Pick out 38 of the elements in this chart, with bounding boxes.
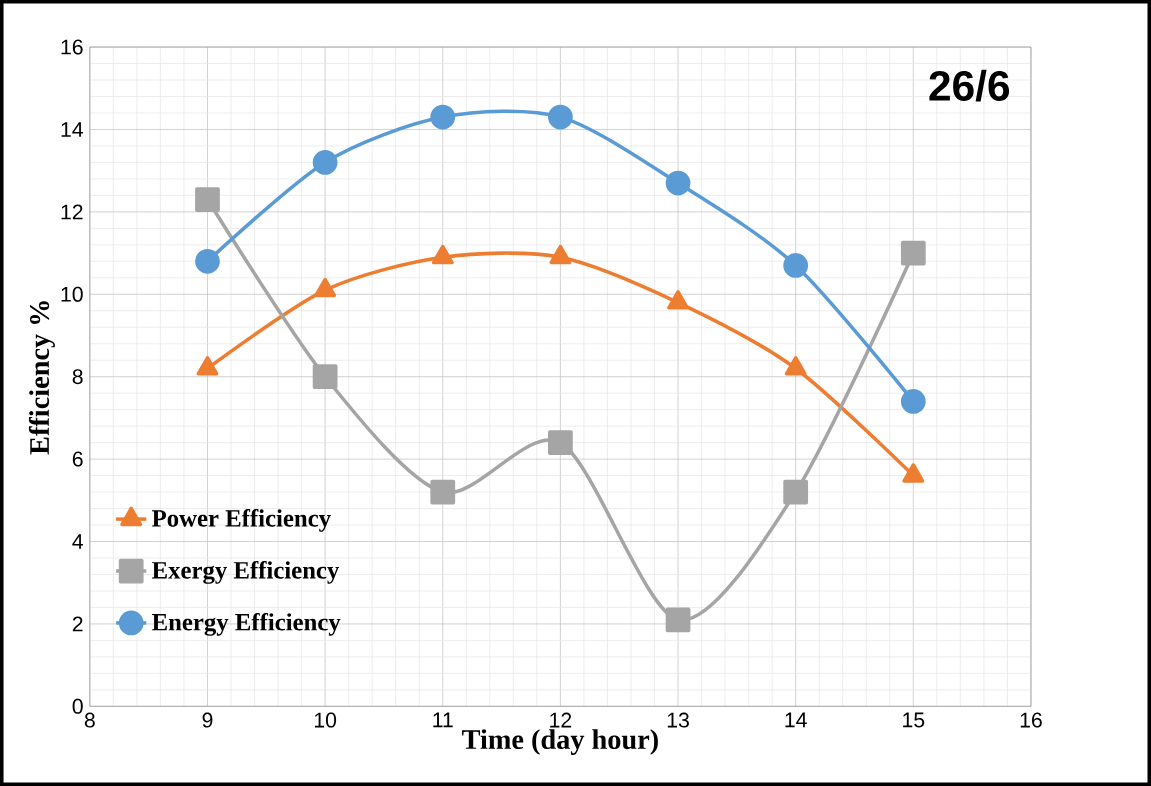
- annotation: 26/6: [929, 69, 1010, 102]
- point: [312, 364, 338, 390]
- y-tick-label: 2: [72, 616, 83, 632]
- point: [900, 240, 926, 266]
- y-tick-label: 14: [61, 122, 83, 137]
- point: [548, 104, 573, 130]
- x-tick-label: 11: [433, 712, 453, 728]
- point: [783, 253, 809, 278]
- x-tick-label: 8: [84, 712, 95, 728]
- point: [430, 104, 456, 130]
- y-tick-label: 6: [72, 451, 83, 467]
- y-axis-title: Efficiency %: [28, 301, 55, 455]
- y-tick-label: 10: [61, 286, 83, 302]
- legend-label: Energy Efficiency: [152, 612, 341, 636]
- point: [548, 430, 573, 455]
- point: [900, 388, 926, 414]
- y-tick-label: 0: [72, 698, 83, 714]
- y-tick-label: 4: [72, 534, 83, 549]
- x-tick-label: 14: [785, 712, 807, 728]
- point: [665, 607, 691, 633]
- point: [430, 479, 456, 505]
- point: [665, 170, 691, 196]
- x-tick-label: 15: [903, 712, 925, 728]
- y-tick-label: 16: [61, 39, 83, 55]
- point: [195, 187, 220, 212]
- y-tick-label: 8: [72, 369, 83, 385]
- point: [783, 479, 809, 505]
- point: [312, 149, 338, 175]
- x-tick-label: 10: [314, 712, 337, 728]
- x-axis-title: Time (day hour): [462, 729, 658, 755]
- x-tick-label: 12: [550, 712, 572, 728]
- y-tick-label: 12: [61, 204, 83, 220]
- x-tick-label: 16: [1020, 712, 1042, 728]
- x-tick-label: 9: [202, 712, 213, 728]
- legend-label: Power Efficiency: [152, 508, 331, 532]
- x-tick-label: 13: [667, 712, 689, 728]
- point: [195, 248, 220, 274]
- legend-label: Exergy Efficiency: [152, 560, 340, 584]
